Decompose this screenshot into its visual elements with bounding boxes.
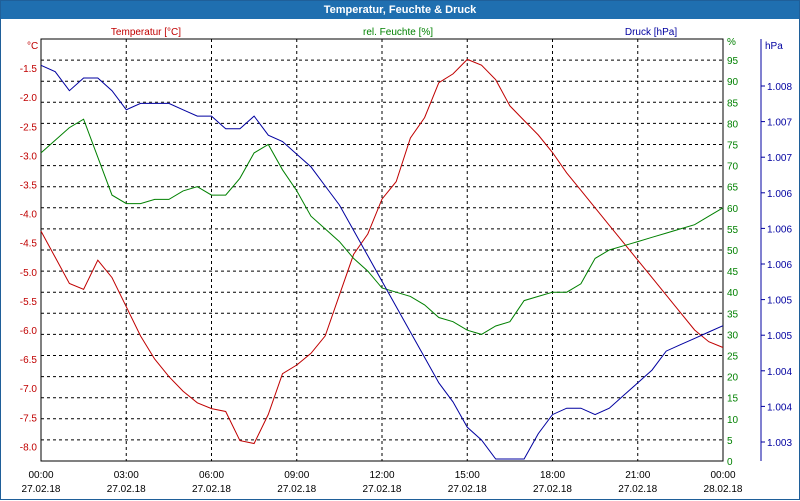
series-line-humidity (40, 118, 724, 335)
x-tick-time-label: 18:00 (540, 470, 565, 481)
axes (40, 38, 765, 462)
temperature-tick-label: -2.0 (20, 93, 38, 104)
humidity-tick-label: % (727, 37, 736, 48)
humidity-tick-label: 65 (727, 183, 739, 194)
x-tick-date-label: 27.02.18 (277, 484, 316, 495)
temperature-tick-label: -1.5 (20, 64, 38, 75)
humidity-tick-label: 85 (727, 98, 739, 109)
humidity-tick-label: 10 (727, 415, 739, 426)
x-tick-time-label: 03:00 (114, 470, 139, 481)
x-tick-time-label: 09:00 (284, 470, 309, 481)
pressure-tick-label: 1.008 (767, 82, 792, 93)
temperature-tick-label: -5.5 (20, 297, 38, 308)
x-tick-time-label: 00:00 (28, 470, 53, 481)
temperature-tick-label: -7.0 (20, 384, 38, 395)
temperature-tick-label: -5.0 (20, 268, 38, 279)
humidity-tick-label: 40 (727, 288, 739, 299)
temperature-tick-label: -6.0 (20, 326, 38, 337)
x-tick-date-label: 27.02.18 (618, 484, 657, 495)
grid (41, 39, 723, 461)
series-lines (40, 58, 724, 460)
window-title: Temperatur, Feuchte & Druck (1, 1, 799, 19)
humidity-tick-label: 30 (727, 330, 739, 341)
humidity-tick-label: 95 (727, 56, 739, 67)
series-title-label: rel. Feuchte [%] (363, 27, 433, 38)
humidity-tick-label: 45 (727, 267, 739, 278)
temperature-tick-label: -8.0 (20, 442, 38, 453)
x-tick-date-label: 27.02.18 (192, 484, 231, 495)
series-line-pressure (40, 64, 724, 460)
temperature-unit-label: °C (27, 41, 38, 52)
pressure-tick-label: 1.005 (767, 296, 792, 307)
pressure-tick-label: 1.007 (767, 118, 792, 129)
humidity-tick-label: 60 (727, 204, 739, 215)
humidity-tick-label: 70 (727, 162, 739, 173)
humidity-tick-label: 35 (727, 309, 739, 320)
x-tick-date-label: 27.02.18 (107, 484, 146, 495)
x-tick-date-label: 27.02.18 (22, 484, 61, 495)
pressure-unit-label: hPa (765, 41, 783, 52)
temperature-tick-label: -4.0 (20, 210, 38, 221)
temperature-tick-label: -3.0 (20, 151, 38, 162)
humidity-tick-label: 5 (727, 436, 733, 447)
temperature-tick-label: -6.5 (20, 355, 38, 366)
pressure-tick-label: 1.006 (767, 224, 792, 235)
temperature-tick-label: -3.5 (20, 181, 38, 192)
series-line-temperature (40, 58, 724, 445)
x-tick-time-label: 21:00 (625, 470, 650, 481)
humidity-tick-label: 25 (727, 352, 739, 363)
humidity-tick-label: 80 (727, 119, 739, 130)
pressure-tick-label: 1.003 (767, 438, 792, 449)
humidity-tick-label: 0 (727, 457, 733, 468)
x-tick-time-label: 00:00 (710, 470, 735, 481)
x-tick-date-label: 27.02.18 (533, 484, 572, 495)
humidity-tick-label: 50 (727, 246, 739, 257)
humidity-tick-label: 75 (727, 141, 739, 152)
pressure-tick-label: 1.006 (767, 189, 792, 200)
pressure-tick-label: 1.004 (767, 367, 792, 378)
pressure-tick-label: 1.004 (767, 402, 792, 413)
temperature-tick-label: -4.5 (20, 239, 38, 250)
x-tick-time-label: 15:00 (455, 470, 480, 481)
humidity-tick-label: 15 (727, 394, 739, 405)
plot-frame (40, 38, 724, 462)
series-title-label: Temperatur [°C] (111, 27, 181, 38)
x-tick-date-label: 27.02.18 (363, 484, 402, 495)
temperature-tick-label: -2.5 (20, 122, 38, 133)
pressure-tick-label: 1.006 (767, 260, 792, 271)
humidity-tick-label: 55 (727, 225, 739, 236)
labels: 00:00 27.02.18 03:00 27.02.18 06:00 27.02.18 0… (20, 27, 793, 495)
humidity-tick-label: 90 (727, 77, 739, 88)
x-tick-date-label: 27.02.18 (448, 484, 487, 495)
pressure-tick-label: 1.005 (767, 331, 792, 342)
humidity-tick-label: 20 (727, 373, 739, 384)
x-tick-time-label: 06:00 (199, 470, 224, 481)
series-title-label: Druck [hPa] (625, 27, 677, 38)
x-tick-date-label: 28.02.18 (704, 484, 743, 495)
pressure-tick-label: 1.007 (767, 153, 792, 164)
temperature-tick-label: -7.5 (20, 413, 38, 424)
x-tick-time-label: 12:00 (369, 470, 394, 481)
